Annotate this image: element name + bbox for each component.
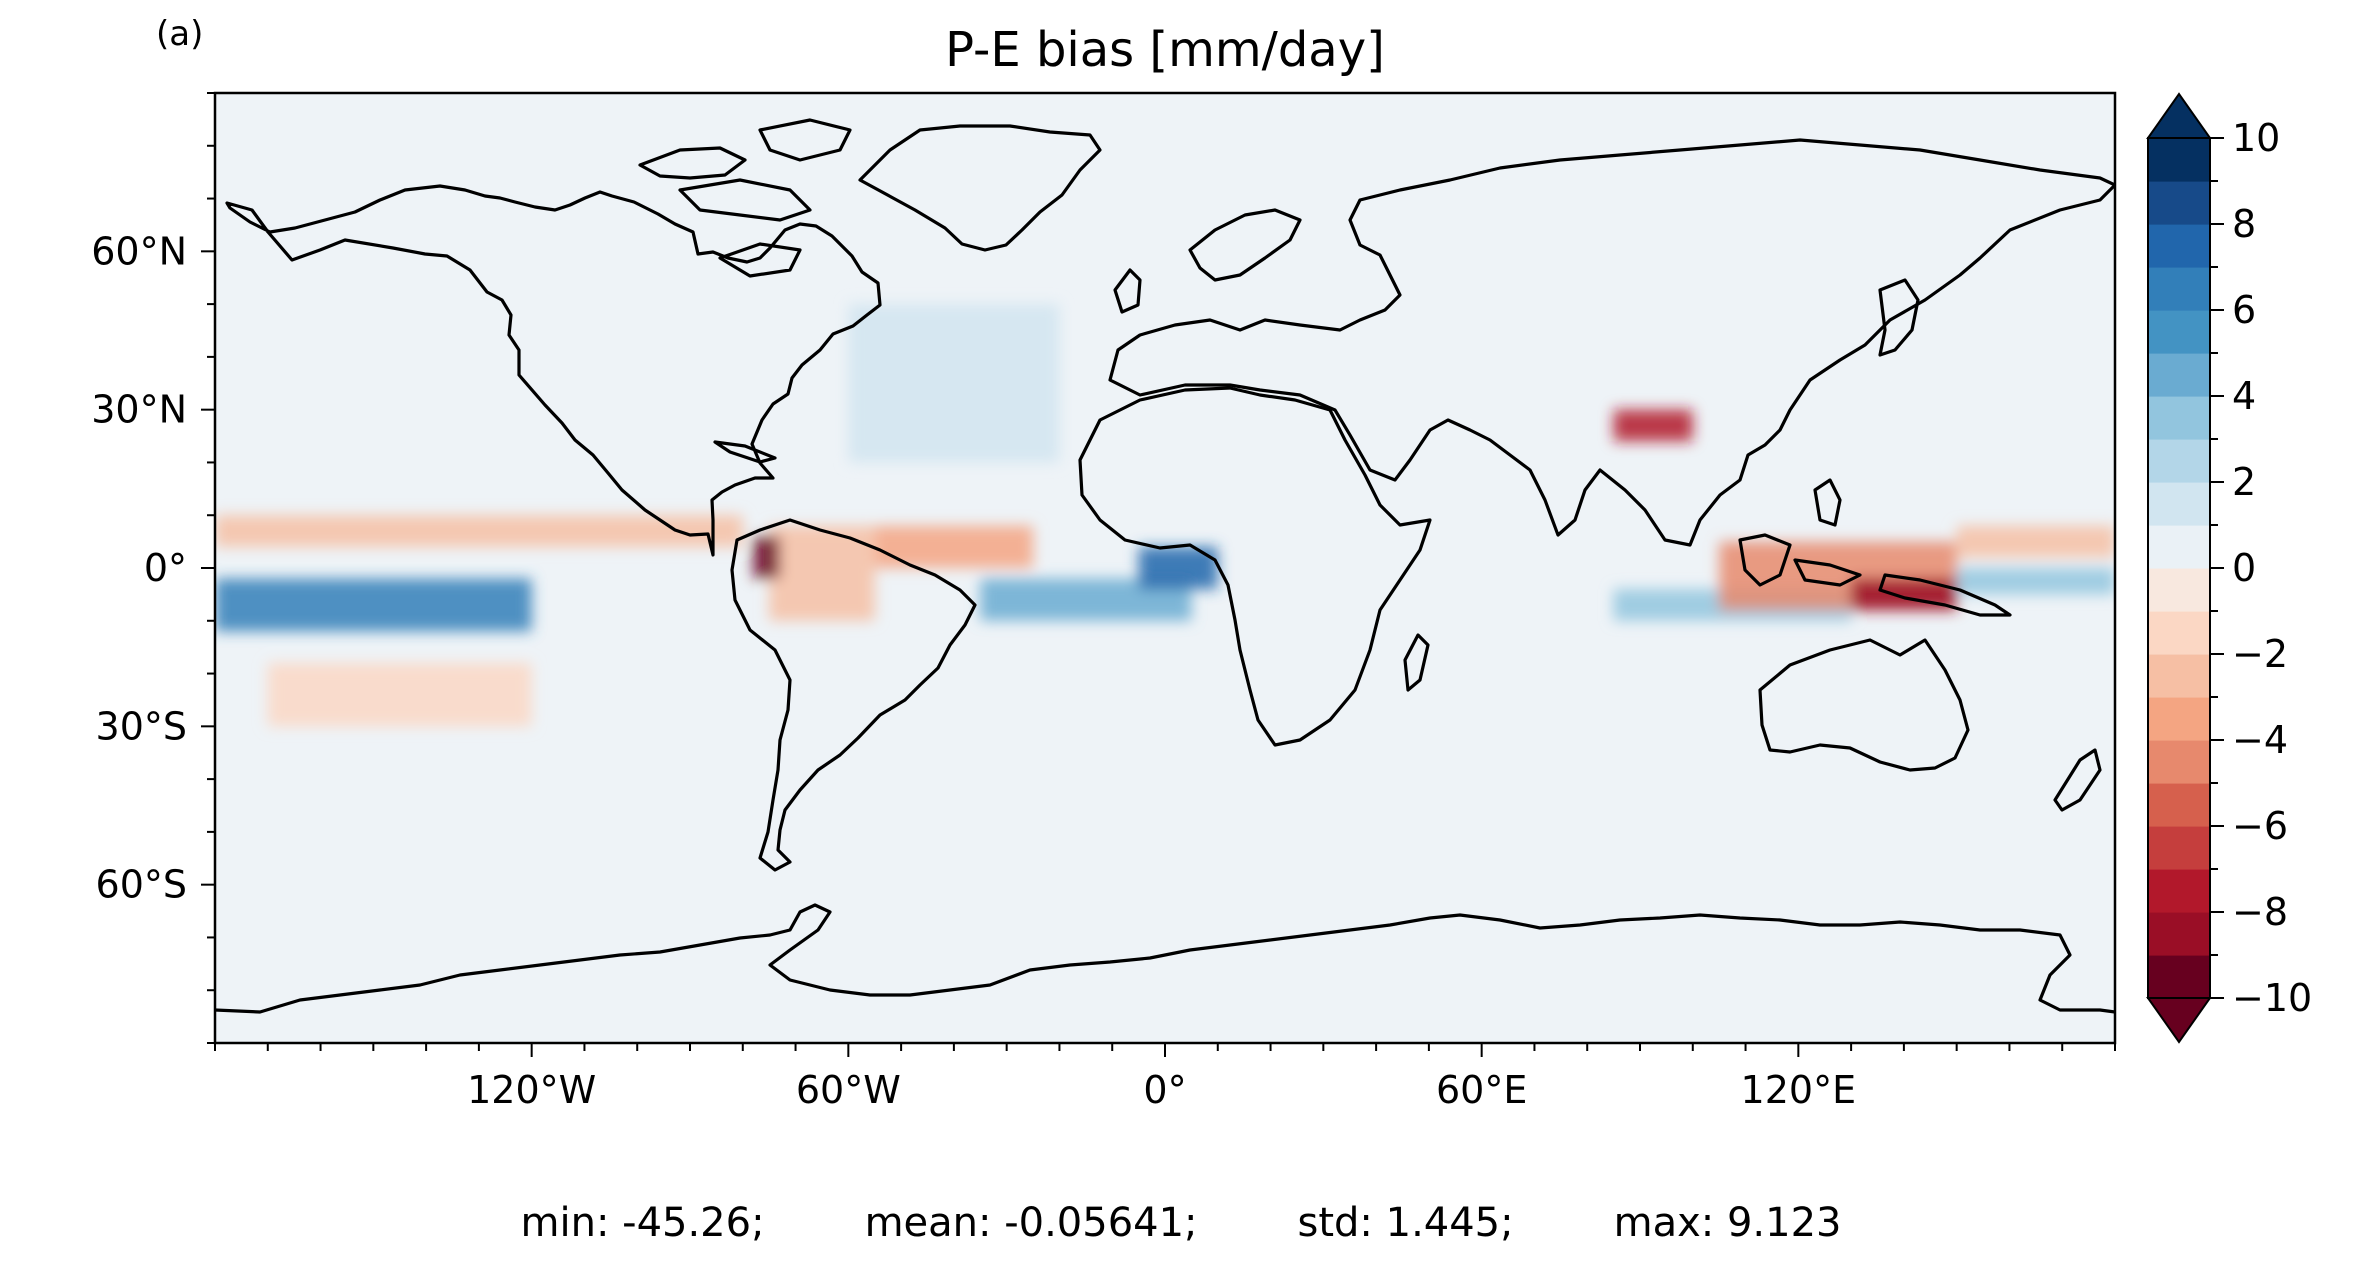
anomaly-layer: [215, 304, 2115, 727]
colorbar-segment: [2148, 568, 2210, 612]
coastlines: [215, 118, 2115, 1014]
colorbar-segment: [2148, 181, 2210, 225]
coastline-new-zealand: [2053, 748, 2102, 812]
y-tick-label: 60°N: [91, 229, 187, 273]
anomaly-region: [1956, 525, 2115, 558]
stat-min: min: -45.26;: [520, 1200, 765, 1246]
colorbar-tick-label: 10: [2232, 116, 2280, 160]
stat-std: std: 1.445;: [1297, 1200, 1514, 1246]
coastline-britain: [1113, 268, 1142, 314]
coastline-eurasia: [1108, 138, 2115, 547]
colorbar-tick-label: 2: [2232, 460, 2256, 504]
colorbar-segment: [2148, 783, 2210, 827]
x-tick-label: 0°: [1143, 1068, 1186, 1112]
coastline-north-america: [225, 184, 882, 557]
colorbar-segment: [2148, 310, 2210, 354]
colorbar-extend-max: [2146, 92, 2212, 139]
x-tick-label: 120°E: [1741, 1068, 1857, 1112]
colorbar: 10 8 6 4 2 0 −2 −4 −6 −8 −10: [2146, 92, 2312, 1044]
colorbar-segment: [2148, 353, 2210, 397]
anomaly-region: [215, 578, 532, 632]
colorbar-tick-label: −4: [2232, 718, 2288, 762]
coastline-africa: [1078, 386, 1432, 747]
colorbar-segment: [2148, 138, 2210, 182]
colorbar-segment: [2148, 525, 2210, 569]
coastline-antarctica: [215, 903, 2115, 1014]
coastline-greenland: [858, 124, 1102, 252]
coastline-south-america: [730, 518, 977, 872]
colorbar-segment: [2148, 267, 2210, 311]
anomaly-region: [267, 663, 532, 727]
colorbar-segment: [2148, 611, 2210, 655]
anomaly-region: [874, 525, 1034, 568]
colorbar-tick-label: 4: [2232, 374, 2256, 418]
colorbar-segment: [2148, 439, 2210, 483]
coastline-arctic-islands: [638, 118, 852, 278]
anomaly-region: [848, 304, 1060, 463]
stat-mean: mean: -0.05641;: [864, 1200, 1198, 1246]
colorbar-segment: [2148, 654, 2210, 698]
colorbar-segment: [2148, 697, 2210, 741]
colorbar-tick-label: −8: [2232, 890, 2288, 934]
colorbar-tick-label: −2: [2232, 632, 2288, 676]
chart-title: P-E bias [mm/day]: [945, 22, 1385, 78]
summary-stats: min: -45.26; mean: -0.05641; std: 1.445; ma…: [0, 1200, 2362, 1246]
coastline-indonesia: [1738, 478, 2012, 617]
y-tick-label: 30°S: [96, 704, 187, 748]
anomaly-region: [753, 536, 780, 579]
y-tick-label: 0°: [144, 546, 187, 590]
colorbar-segment: [2148, 740, 2210, 784]
colorbar-segment: [2148, 869, 2210, 913]
colorbar-segment: [2148, 826, 2210, 870]
colorbar-tick-label: 0: [2232, 546, 2256, 590]
coastline-cuba: [713, 440, 777, 464]
colorbar-segment: [2148, 396, 2210, 440]
colorbar-segment: [2148, 955, 2210, 999]
axis-ticks: 120°W 60°W 0° 60°E 120°E 60°N 30°N 0° 30°S 60°S: [91, 92, 2116, 1112]
panel-label: (a): [156, 14, 204, 54]
colorbar-segment: [2148, 224, 2210, 268]
colorbar-tick-label: 6: [2232, 288, 2256, 332]
coastline-australia: [1758, 638, 1970, 772]
colorbar-tick-label: 8: [2232, 202, 2256, 246]
anomaly-region: [1613, 409, 1693, 442]
y-tick-label: 60°S: [96, 863, 187, 907]
x-tick-label: 60°W: [796, 1068, 901, 1112]
anomaly-region: [215, 515, 743, 547]
colorbar-segment: [2148, 912, 2210, 956]
stat-max: max: 9.123: [1613, 1200, 1842, 1246]
y-tick-label: 30°N: [91, 388, 187, 432]
x-tick-label: 120°W: [467, 1068, 596, 1112]
x-tick-label: 60°E: [1436, 1068, 1527, 1112]
colorbar-segment: [2148, 482, 2210, 526]
map-area: 120°W 60°W 0° 60°E 120°E 60°N 30°N 0° 30°S 60°S: [91, 91, 2117, 1112]
coastline-japan: [1878, 278, 1920, 357]
coastline-madagascar: [1403, 633, 1430, 692]
coastline-scandinavia: [1188, 208, 1302, 282]
colorbar-extend-min: [2146, 997, 2212, 1044]
colorbar-tick-label: −10: [2232, 976, 2312, 1020]
anomaly-region: [1956, 568, 2115, 595]
colorbar-tick-label: −6: [2232, 804, 2288, 848]
